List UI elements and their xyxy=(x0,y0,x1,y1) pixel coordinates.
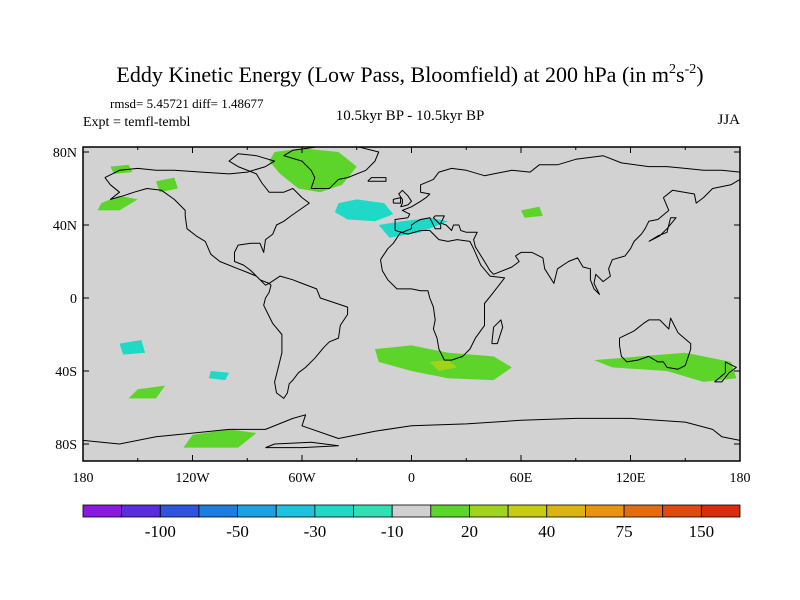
colorbar-swatch xyxy=(662,504,702,518)
coastline-2 xyxy=(283,147,380,189)
axis-labels: 80N 40N 0 40S 80S 180 120W 60W 0 60E 120E 180 xyxy=(53,146,751,486)
anomaly-northam-positive-a xyxy=(156,177,178,193)
colorbar-labels: -100 -50 -30 -10 20 40 75 150 xyxy=(145,522,714,541)
coastline-8 xyxy=(619,317,692,370)
anomaly-spain-negative xyxy=(378,217,448,238)
colorbar-swatch xyxy=(430,504,470,518)
coastline-13 xyxy=(265,441,339,449)
coastline-3 xyxy=(380,230,506,361)
lon-label: 120E xyxy=(616,471,646,486)
title-superscript-2: -2 xyxy=(685,62,697,77)
lon-label: 60E xyxy=(510,471,533,486)
anomaly-antarctic-positive xyxy=(183,429,257,448)
colorbar-label: 150 xyxy=(689,522,715,541)
lat-label: 80N xyxy=(53,146,77,161)
anomaly-northpac-positive xyxy=(97,195,138,211)
anomaly-atlantic-negative xyxy=(334,199,394,222)
title-main: Eddy Kinetic Energy (Low Pass, Bloomfiel… xyxy=(116,62,669,87)
colorbar-swatch xyxy=(700,504,741,518)
lon-label: 120W xyxy=(175,471,210,486)
colorbar-swatch xyxy=(275,504,316,518)
colorbar-swatch xyxy=(237,504,277,518)
colorbar-swatch xyxy=(391,504,432,518)
anomaly-indian-positive xyxy=(594,352,737,382)
colorbar-label: -10 xyxy=(381,522,404,541)
coastline-4 xyxy=(394,155,740,295)
coastline-12 xyxy=(83,414,740,445)
colorbar-swatch xyxy=(623,504,664,518)
colorbar xyxy=(82,504,741,518)
lat-label: 0 xyxy=(70,292,77,307)
colorbar-swatch xyxy=(121,504,161,518)
anomaly-greenland-positive xyxy=(269,148,357,193)
map-background xyxy=(83,147,740,461)
stats-label: rmsd= 5.45721 diff= 1.48677 xyxy=(110,96,264,111)
anomaly-southpac-positive xyxy=(128,385,166,399)
lon-label: 180 xyxy=(730,471,751,486)
coastline-10 xyxy=(714,361,737,383)
coastline-6 xyxy=(392,197,402,204)
colorbar-swatch xyxy=(546,504,586,518)
lon-label: 60W xyxy=(288,471,316,486)
axis-ticks xyxy=(82,147,741,461)
colorbar-label: 20 xyxy=(461,522,478,541)
colorbar-label: -100 xyxy=(145,522,176,541)
coastline-5 xyxy=(398,189,412,208)
title-close: ) xyxy=(696,62,703,87)
colorbar-swatch xyxy=(198,504,238,518)
colorbar-label: 40 xyxy=(538,522,555,541)
anomaly-capetown-peak xyxy=(429,360,458,371)
colorbar-swatch xyxy=(507,504,548,518)
colorbar-label: -30 xyxy=(304,522,327,541)
season-label: JJA xyxy=(717,112,740,128)
lat-label: 40N xyxy=(53,219,77,234)
period-label: 10.5kyr BP - 10.5kyr BP xyxy=(336,108,485,124)
anomaly-regions xyxy=(97,148,737,448)
coastline-11 xyxy=(648,217,677,242)
coastline-7 xyxy=(367,177,387,182)
lon-label: 0 xyxy=(408,471,415,486)
title-superscript-1: 2 xyxy=(669,62,676,77)
anomaly-eurasia-positive xyxy=(521,206,543,218)
coastline-0 xyxy=(104,153,310,286)
anomaly-southamerica-negative xyxy=(208,371,229,381)
colorbar-swatch xyxy=(159,504,200,518)
coastlines xyxy=(83,147,740,449)
experiment-label: Expt = temfl-tembl xyxy=(83,115,191,130)
title-s: s xyxy=(676,62,685,87)
colorbar-swatch xyxy=(314,504,354,518)
colorbar-swatch xyxy=(353,504,393,518)
lat-label: 80S xyxy=(55,438,77,453)
anomaly-pacific-negative xyxy=(119,340,146,355)
coastline-1 xyxy=(263,275,349,399)
colorbar-label: 75 xyxy=(616,522,633,541)
colorbar-swatch xyxy=(585,504,625,518)
lat-label: 40S xyxy=(55,365,77,380)
figure-title: Eddy Kinetic Energy (Low Pass, Bloomfiel… xyxy=(116,62,703,87)
colorbar-swatch xyxy=(82,504,123,518)
lon-label: 180 xyxy=(73,471,94,486)
colorbar-swatch xyxy=(469,504,509,518)
coastline-9 xyxy=(491,319,504,345)
colorbar-label: -50 xyxy=(226,522,249,541)
